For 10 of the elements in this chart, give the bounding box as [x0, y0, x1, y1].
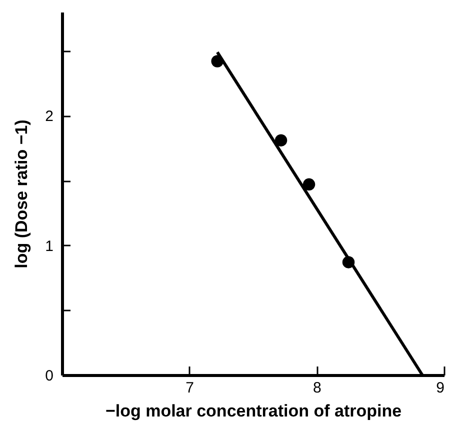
x-tick-label: 9	[436, 380, 444, 396]
y-axis-title: log (Dose ratio −1)	[12, 120, 32, 268]
y-tick-label: 2	[45, 108, 54, 126]
x-axis-title: −log molar concentration of atropine	[105, 402, 402, 420]
point	[302, 178, 316, 191]
point	[274, 134, 288, 146]
y-tick-label: 1	[45, 238, 54, 255]
y-tick-label: 0	[45, 368, 54, 384]
x-tick-label: 8	[312, 380, 322, 396]
x-tick-label: 7	[186, 380, 194, 396]
